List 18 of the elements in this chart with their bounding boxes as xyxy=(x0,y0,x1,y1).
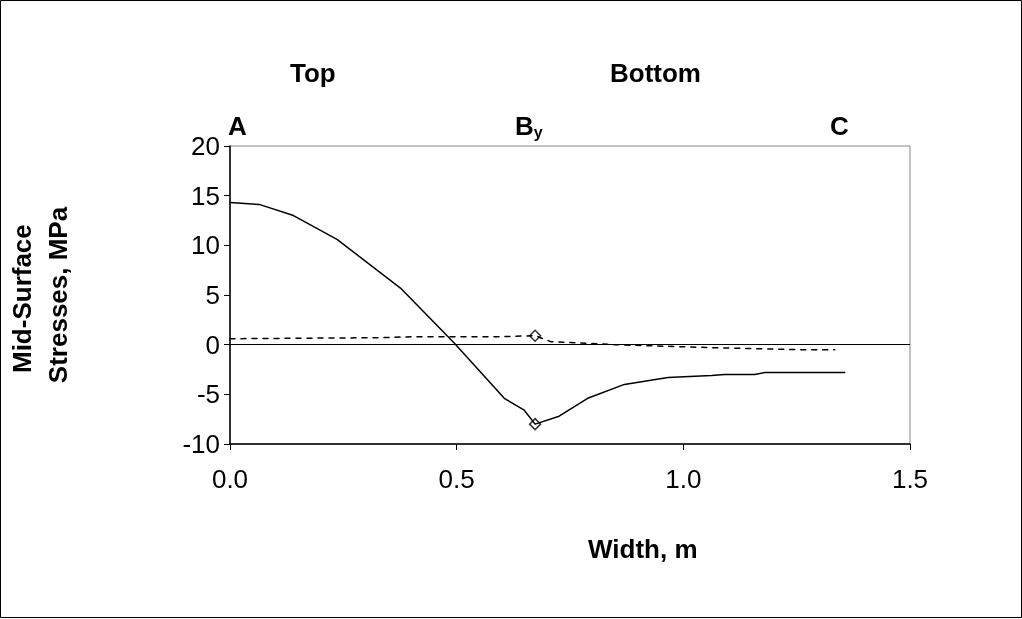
text: By xyxy=(515,111,543,141)
x-tick-label: 1.5 xyxy=(891,464,929,494)
y-tick-label: 10 xyxy=(191,230,220,261)
text: Top xyxy=(290,58,336,88)
text: Bottom xyxy=(610,58,701,88)
x-axis-title: Width, m xyxy=(588,534,698,564)
y-tick-label: -10 xyxy=(182,429,220,459)
y-tick-label: 15 xyxy=(191,180,220,211)
x-tick-label: 0.0 xyxy=(211,464,249,494)
x-tick-label: 1.0 xyxy=(665,464,702,494)
y-tick-label: -5 xyxy=(196,379,220,410)
x-tick-label: 0.5 xyxy=(438,464,475,494)
text: A xyxy=(228,111,247,141)
y-tick-label: 5 xyxy=(205,280,220,310)
y-axis-title: Mid-Surface Stresses, MPa xyxy=(7,206,73,384)
y-tick-label: 0 xyxy=(205,329,220,360)
text: C xyxy=(830,111,849,141)
y-tick-label: 20 xyxy=(191,131,220,161)
